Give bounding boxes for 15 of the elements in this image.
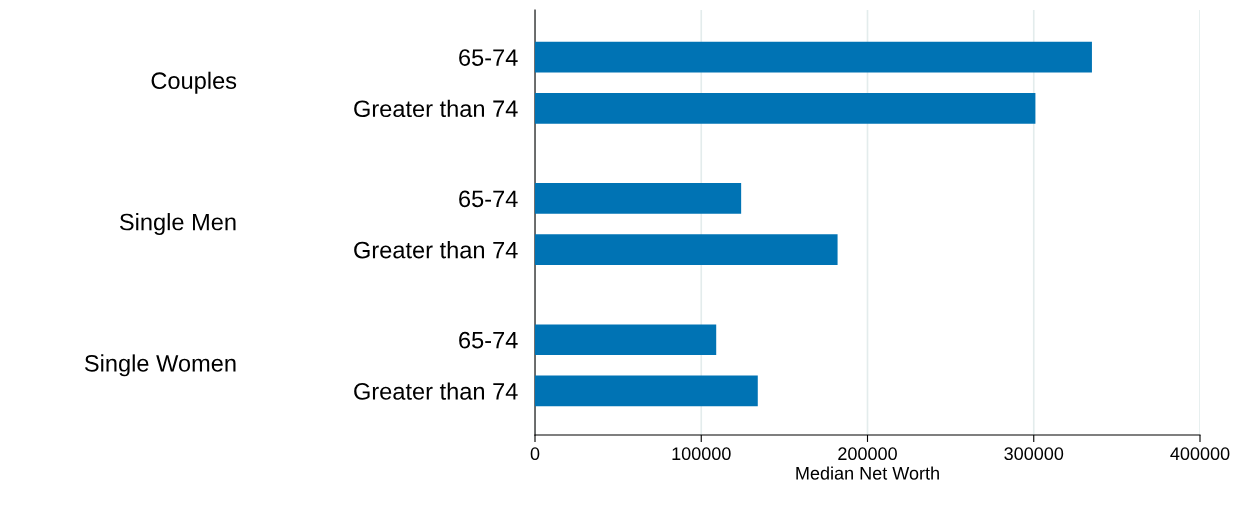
y-tick-label: 65-74 [459,331,518,349]
y-tick-label: 65-74 [459,49,518,66]
text: Couples [151,71,237,94]
x-tick-label: 200000 [838,447,897,461]
x-tick-label: 400000 [1170,447,1230,461]
y-tick-label: Greater than 74 [354,241,518,259]
text: Single Women [84,354,236,377]
y-tick-label: Greater than 74 [354,99,518,118]
x-tick-label: 0 [530,447,540,461]
x-tick-label: 100000 [672,447,731,461]
text: Single Men [119,213,236,236]
x-axis-title: Median Net Worth [796,466,939,480]
y-tick-label: Greater than 74 [354,382,518,400]
x-tick-label: 300000 [1004,447,1064,461]
y-tick-label: 65-74 [459,190,518,208]
